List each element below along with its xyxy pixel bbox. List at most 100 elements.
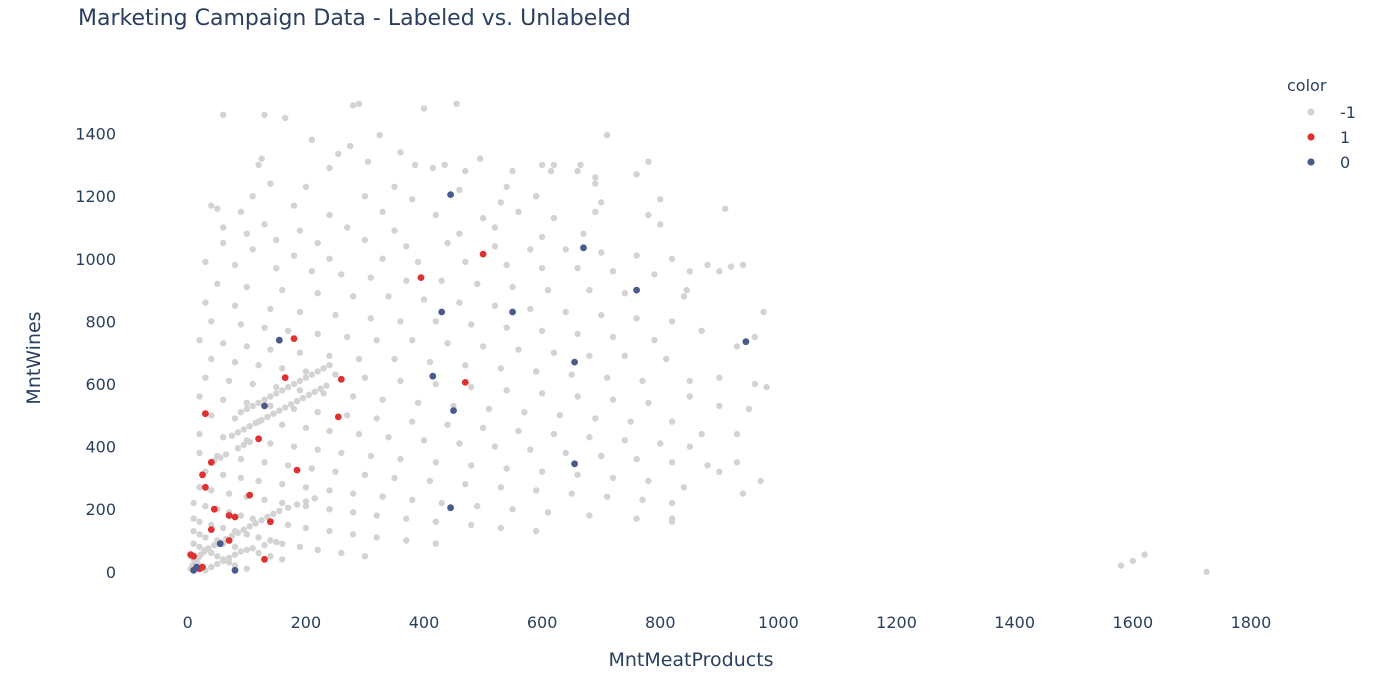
data-point[interactable] — [361, 471, 369, 478]
data-point[interactable] — [453, 100, 460, 108]
data-point[interactable] — [317, 385, 324, 392]
data-point[interactable] — [645, 211, 652, 219]
data-point[interactable] — [210, 505, 218, 513]
data-point[interactable] — [205, 545, 212, 552]
data-point[interactable] — [698, 430, 705, 438]
data-point[interactable] — [207, 458, 215, 466]
data-point[interactable] — [538, 468, 546, 475]
data-point[interactable] — [261, 496, 268, 503]
data-point[interactable] — [255, 477, 262, 485]
data-point[interactable] — [332, 311, 339, 319]
data-point[interactable] — [190, 552, 198, 560]
data-point[interactable] — [305, 391, 312, 399]
data-point[interactable] — [293, 466, 301, 474]
data-point[interactable] — [290, 335, 298, 342]
data-point[interactable] — [284, 383, 292, 391]
data-point[interactable] — [403, 537, 410, 544]
data-point[interactable] — [447, 191, 454, 199]
data-point[interactable] — [296, 387, 304, 394]
data-point[interactable] — [273, 538, 280, 546]
data-point[interactable] — [302, 524, 310, 532]
data-point[interactable] — [373, 512, 380, 519]
data-point[interactable] — [293, 501, 301, 508]
data-point[interactable] — [267, 305, 274, 313]
data-point[interactable] — [432, 318, 439, 325]
data-point[interactable] — [237, 455, 245, 463]
data-point[interactable] — [503, 465, 510, 472]
data-point[interactable] — [220, 111, 227, 119]
data-point[interactable] — [733, 343, 741, 350]
data-point[interactable] — [279, 365, 286, 372]
data-point[interactable] — [547, 167, 555, 175]
data-point[interactable] — [273, 390, 280, 397]
data-point[interactable] — [279, 421, 286, 428]
data-point[interactable] — [220, 340, 227, 347]
data-point[interactable] — [225, 554, 233, 561]
data-point[interactable] — [479, 250, 487, 258]
data-point[interactable] — [716, 468, 723, 475]
data-point[interactable] — [202, 483, 209, 491]
data-point[interactable] — [639, 377, 646, 385]
data-point[interactable] — [722, 205, 729, 212]
data-point[interactable] — [515, 346, 522, 353]
data-point[interactable] — [243, 546, 250, 554]
data-point[interactable] — [190, 540, 197, 547]
data-point[interactable] — [586, 286, 593, 294]
data-point[interactable] — [432, 211, 439, 219]
data-point[interactable] — [190, 499, 197, 507]
data-point[interactable] — [491, 243, 499, 250]
data-point[interactable] — [349, 490, 357, 497]
data-point[interactable] — [276, 507, 283, 514]
data-point[interactable] — [397, 318, 404, 325]
data-point[interactable] — [680, 293, 688, 300]
data-point[interactable] — [397, 149, 404, 156]
data-point[interactable] — [603, 374, 611, 381]
data-point[interactable] — [225, 377, 233, 385]
data-point[interactable] — [202, 374, 209, 381]
data-point[interactable] — [598, 452, 605, 460]
data-point[interactable] — [214, 560, 221, 568]
data-point[interactable] — [633, 515, 640, 522]
data-point[interactable] — [237, 548, 245, 555]
data-point[interactable] — [468, 521, 475, 529]
data-point[interactable] — [627, 418, 634, 425]
data-point[interactable] — [261, 396, 268, 403]
data-point[interactable] — [202, 502, 209, 510]
data-point[interactable] — [450, 407, 457, 414]
data-point[interactable] — [497, 199, 504, 206]
data-point[interactable] — [429, 372, 437, 380]
data-point[interactable] — [261, 111, 268, 119]
data-point[interactable] — [267, 402, 274, 410]
data-point[interactable] — [252, 419, 259, 427]
data-point[interactable] — [255, 161, 262, 169]
data-point[interactable] — [255, 399, 262, 406]
data-point[interactable] — [344, 412, 351, 419]
data-point[interactable] — [249, 545, 256, 552]
data-point[interactable] — [302, 424, 310, 431]
data-point[interactable] — [491, 302, 499, 309]
data-point[interactable] — [296, 308, 304, 316]
data-point[interactable] — [479, 424, 487, 431]
data-point[interactable] — [190, 527, 197, 535]
data-point[interactable] — [308, 136, 315, 143]
data-point[interactable] — [284, 327, 292, 334]
data-point[interactable] — [261, 221, 268, 228]
data-point[interactable] — [562, 449, 569, 457]
data-point[interactable] — [196, 484, 203, 491]
data-point[interactable] — [609, 396, 617, 403]
data-point[interactable] — [326, 487, 333, 494]
data-point[interactable] — [391, 227, 398, 234]
data-point[interactable] — [208, 521, 215, 529]
data-point[interactable] — [550, 430, 558, 438]
data-point[interactable] — [308, 371, 315, 378]
data-point[interactable] — [479, 214, 487, 222]
data-point[interactable] — [733, 430, 741, 438]
data-point[interactable] — [426, 477, 434, 485]
data-point[interactable] — [704, 462, 711, 469]
data-point[interactable] — [550, 349, 558, 356]
data-point[interactable] — [391, 474, 398, 482]
data-point[interactable] — [556, 412, 563, 419]
data-point[interactable] — [296, 227, 304, 234]
data-point[interactable] — [633, 455, 640, 463]
data-point[interactable] — [231, 543, 239, 550]
